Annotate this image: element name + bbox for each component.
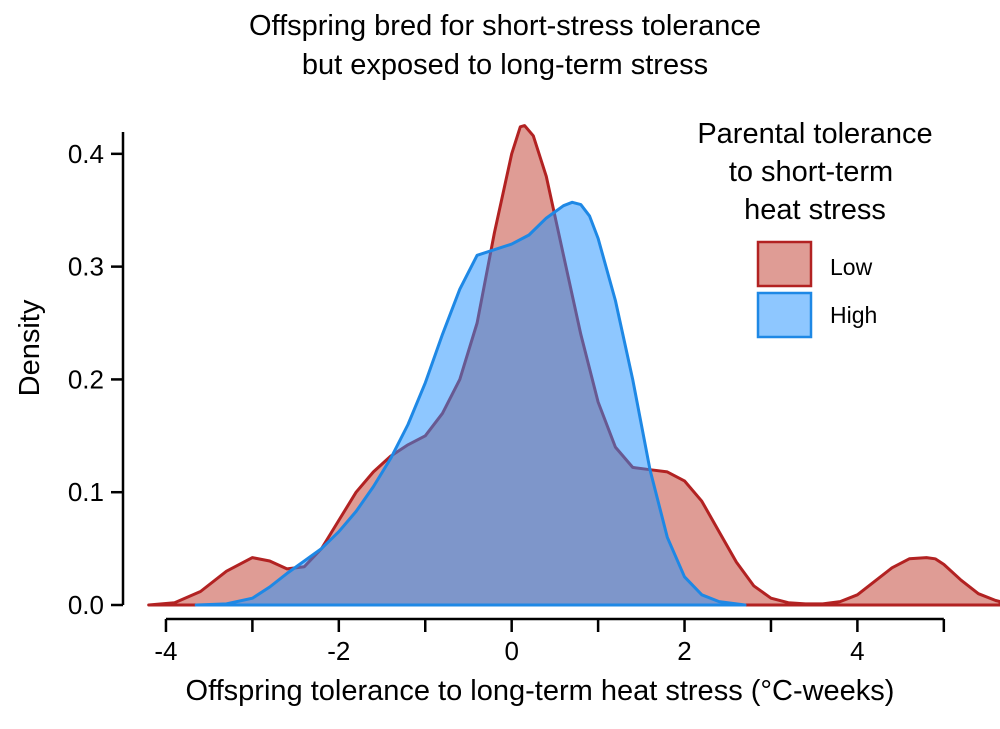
plot-area: [147, 124, 1000, 607]
density-area-high: [194, 200, 747, 607]
legend-title-line-1: Parental tolerance: [697, 118, 932, 150]
x-tick-label: 0: [504, 636, 518, 666]
legend: Parental tolerance to short-term heat st…: [697, 118, 933, 339]
x-tick-label: 2: [677, 636, 691, 666]
legend-label-high: High: [830, 302, 877, 328]
y-axis-label: Density: [14, 299, 46, 396]
legend-swatch-high: [756, 291, 813, 339]
legend-swatch-low: [756, 240, 813, 288]
x-axis-label: Offspring tolerance to long-term heat st…: [186, 675, 895, 707]
y-tick-label: 0.1: [68, 477, 104, 507]
x-axis: -4 -2 0 2 4: [154, 617, 946, 666]
legend-title-line-3: heat stress: [744, 194, 886, 226]
x-tick-label: 4: [850, 636, 864, 666]
y-tick-label: 0.0: [68, 590, 104, 620]
y-axis: 0.0 0.1 0.2 0.3 0.4: [68, 132, 125, 620]
y-tick-label: 0.2: [68, 364, 104, 394]
legend-title-line-2: to short-term: [729, 156, 893, 188]
y-tick-label: 0.4: [68, 139, 104, 169]
x-tick-label: -2: [327, 636, 350, 666]
chart-title: Offspring bred for short-stress toleranc…: [249, 10, 761, 81]
chart-title-line-2: but exposed to long-term stress: [302, 49, 708, 81]
chart-title-line-1: Offspring bred for short-stress toleranc…: [249, 10, 761, 42]
legend-label-low: Low: [830, 254, 873, 280]
y-tick-label: 0.3: [68, 252, 104, 282]
x-tick-label: -4: [154, 636, 177, 666]
